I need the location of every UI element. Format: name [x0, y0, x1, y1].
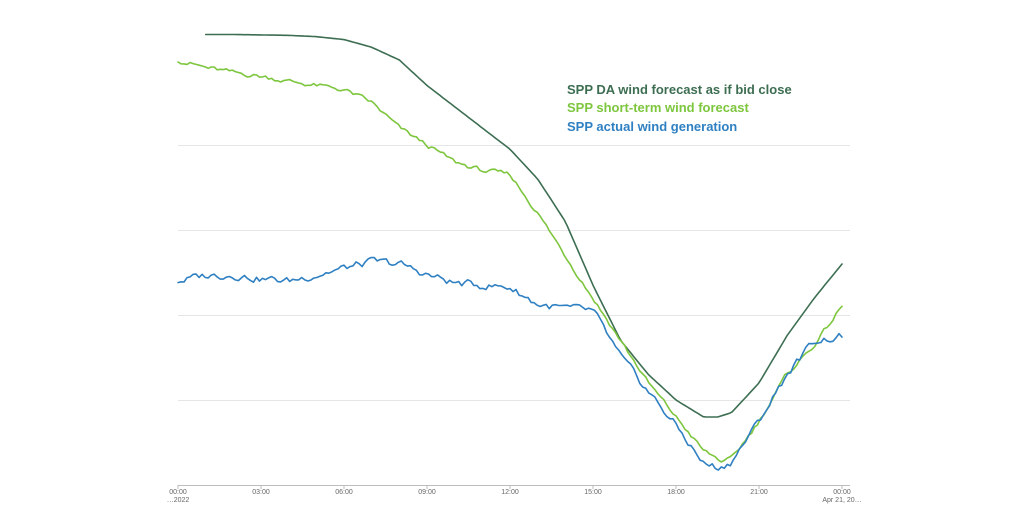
x-tick-label-1: 03:00: [252, 489, 270, 496]
x-tick-label-8: 00:00: [833, 489, 851, 496]
series-line-actual-generation: [177, 256, 843, 471]
x-tick-label-6: 18:00: [667, 489, 685, 496]
x-tick-label-7: 21:00: [750, 489, 768, 496]
x-tick-label-4: 12:00: [501, 489, 519, 496]
series-line-da-forecast: [204, 33, 843, 418]
x-tick-sublabel-8: Apr 21, 20…: [822, 497, 861, 504]
legend-entry-da-forecast: SPP DA wind forecast as if bid close: [567, 82, 792, 97]
series-lines: [177, 33, 843, 471]
x-tick-label-2: 06:00: [335, 489, 353, 496]
series-line-short-term-forecast: [177, 61, 843, 463]
legend-entry-actual-generation: SPP actual wind generation: [567, 119, 737, 134]
legend: SPP DA wind forecast as if bid close SPP…: [567, 82, 792, 134]
x-tick-label-0: 00:00: [169, 489, 187, 496]
legend-entry-short-term-forecast: SPP short-term wind forecast: [567, 100, 749, 115]
x-tick-sublabel-0: …2022: [167, 497, 190, 504]
gridlines: [178, 145, 850, 401]
x-tick-label-3: 09:00: [418, 489, 436, 496]
x-tick-label-5: 15:00: [584, 489, 602, 496]
